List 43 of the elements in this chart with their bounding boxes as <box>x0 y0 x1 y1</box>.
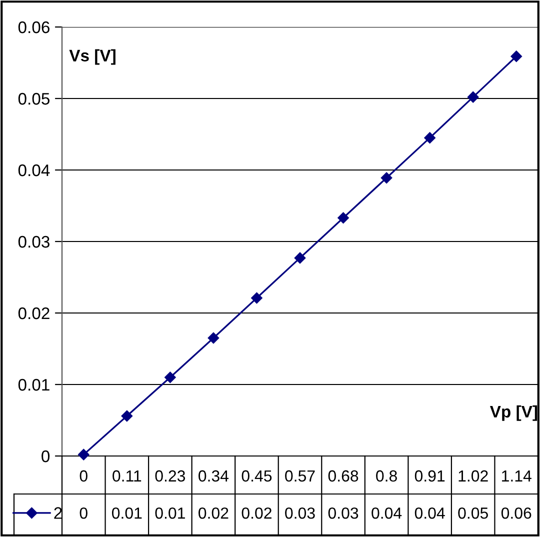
data-label: 0.06 <box>501 507 532 519</box>
x-tick-label: 0.34 <box>198 470 229 482</box>
data-label: 0.04 <box>372 507 402 519</box>
data-label: 0.01 <box>155 507 185 519</box>
data-label: 0.04 <box>414 507 445 519</box>
y-tick-label: 0.03 <box>18 236 50 248</box>
data-label: 0 <box>80 507 88 519</box>
y-tick-label: 0 <box>42 450 50 462</box>
legend-label: 2 <box>54 507 62 519</box>
point <box>121 410 133 422</box>
point <box>380 172 392 184</box>
point <box>424 132 436 144</box>
data-label: 0.02 <box>242 507 272 519</box>
x-tick-label: 0.68 <box>328 470 358 482</box>
data-label: 0.01 <box>112 507 142 519</box>
y-tick-label: 0.05 <box>18 92 50 105</box>
x-tick-label: 0.23 <box>155 470 186 482</box>
data-label: 0.03 <box>328 507 358 519</box>
x-tick-label: 0.45 <box>242 470 272 482</box>
point <box>294 252 306 264</box>
x-tick-label: 0 <box>80 470 88 482</box>
x-tick-label: 0.11 <box>112 470 142 482</box>
y-tick-label: 0.06 <box>18 21 50 34</box>
point <box>338 212 349 224</box>
data-label: 0.03 <box>285 507 315 519</box>
point <box>467 91 479 103</box>
x-tick-label: 1.14 <box>502 470 532 482</box>
point <box>208 332 220 344</box>
data-label: 0.02 <box>198 507 228 519</box>
point <box>78 448 90 460</box>
y-tick-label: 0.01 <box>18 378 50 391</box>
point <box>510 50 522 62</box>
data-label: 0.05 <box>458 507 488 519</box>
x-tick-label: 0.57 <box>285 470 315 482</box>
y-axis-title: Vs [V] <box>69 49 116 65</box>
point <box>251 292 262 304</box>
x-tick-label: 0.91 <box>414 470 445 482</box>
x-axis-title: Vp [V] <box>490 405 538 421</box>
point <box>164 372 176 383</box>
y-tick-label: 0.02 <box>18 307 50 320</box>
x-tick-label: 1.02 <box>458 470 488 482</box>
x-tick-label: 0.8 <box>376 470 397 482</box>
y-tick-label: 0.04 <box>18 164 50 176</box>
